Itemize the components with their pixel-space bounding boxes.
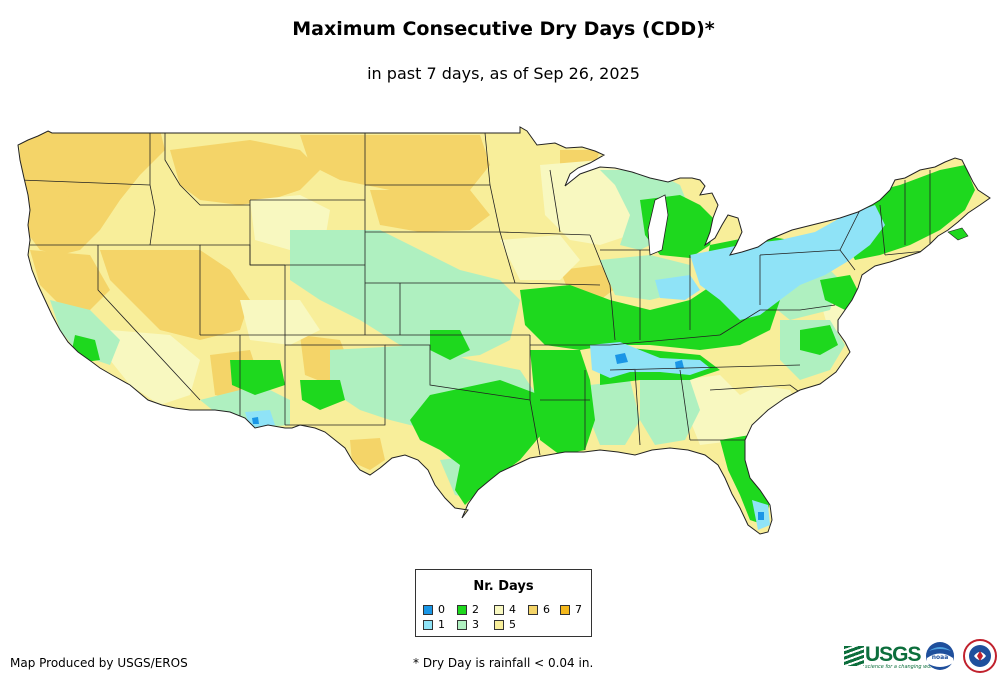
map-title: Maximum Consecutive Dry Days (CDD)*	[292, 18, 715, 40]
nws-logo-icon	[963, 639, 997, 673]
noaa-logo-icon: noaa	[926, 642, 954, 670]
legend-label-4: 4	[509, 603, 516, 616]
map-credit: Map Produced by USGS/EROS	[10, 656, 188, 670]
legend-label-6: 6	[543, 603, 550, 616]
legend-label-7: 7	[575, 603, 582, 616]
legend-swatch-7	[560, 605, 570, 615]
svg-text:noaa: noaa	[932, 654, 949, 661]
legend-swatch-2	[457, 605, 467, 615]
legend-swatch-5	[494, 620, 504, 630]
legend-label-0: 0	[438, 603, 445, 616]
usgs-tagline: science for a changing world	[865, 664, 937, 670]
legend-label-5: 5	[509, 618, 516, 631]
usgs-logo: USGS science for a changing world	[844, 643, 937, 670]
legend-swatch-1	[423, 620, 433, 630]
legend-swatch-4	[494, 605, 504, 615]
usgs-wave-icon	[844, 646, 864, 666]
legend-swatch-0	[423, 605, 433, 615]
legend-title: Nr. Days	[473, 579, 534, 594]
legend-label-1: 1	[438, 618, 445, 631]
legend-swatch-6	[528, 605, 538, 615]
legend-label-2: 2	[472, 603, 479, 616]
usgs-logo-text: USGS	[865, 643, 922, 666]
legend-swatch-3	[457, 620, 467, 630]
legend-label-3: 3	[472, 618, 479, 631]
dry-day-footnote: * Dry Day is rainfall < 0.04 in.	[413, 656, 594, 670]
map-subtitle: in past 7 days, as of Sep 26, 2025	[367, 64, 640, 83]
legend: Nr. Days 0 1 2 3 4 5 6 7	[415, 569, 592, 637]
